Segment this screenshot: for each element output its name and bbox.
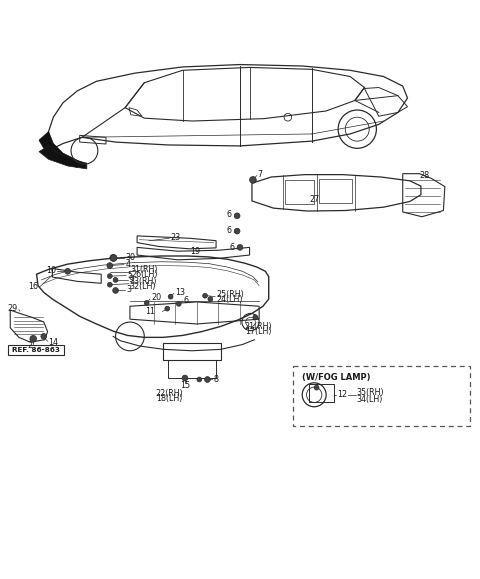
Text: 33(RH): 33(RH): [130, 277, 157, 286]
Text: 10: 10: [46, 266, 56, 276]
Circle shape: [107, 263, 113, 269]
Circle shape: [113, 277, 118, 283]
Text: 34(LH): 34(LH): [357, 395, 383, 404]
Circle shape: [110, 255, 117, 261]
Text: 23: 23: [170, 233, 180, 242]
Circle shape: [237, 244, 243, 250]
Circle shape: [204, 376, 210, 382]
Text: 28: 28: [420, 171, 430, 180]
Circle shape: [144, 301, 149, 305]
Text: REF. 86-863: REF. 86-863: [12, 347, 60, 353]
Text: 4: 4: [125, 259, 130, 269]
Circle shape: [234, 213, 240, 219]
Circle shape: [250, 177, 256, 183]
Text: 8: 8: [213, 375, 218, 383]
Text: 22(RH): 22(RH): [156, 389, 183, 398]
Text: 26(LH): 26(LH): [131, 270, 157, 278]
Text: 12: 12: [336, 390, 347, 399]
Circle shape: [108, 283, 112, 287]
Circle shape: [41, 334, 47, 339]
Text: 24(LH): 24(LH): [216, 295, 242, 303]
Text: 3: 3: [126, 285, 131, 294]
Text: 35(RH): 35(RH): [357, 388, 384, 397]
Text: 2: 2: [28, 340, 33, 350]
Text: 6: 6: [227, 226, 231, 234]
Text: 30: 30: [125, 253, 135, 262]
Text: 11: 11: [145, 307, 155, 316]
Text: 20: 20: [151, 293, 161, 302]
Text: 6: 6: [229, 243, 234, 252]
Text: 32(LH): 32(LH): [130, 281, 156, 291]
Circle shape: [314, 385, 319, 390]
Text: 6: 6: [183, 295, 189, 305]
Circle shape: [253, 315, 258, 320]
Text: 6: 6: [227, 210, 231, 219]
Circle shape: [208, 296, 213, 302]
Circle shape: [30, 335, 36, 342]
Circle shape: [168, 294, 173, 299]
Circle shape: [203, 294, 207, 298]
Polygon shape: [39, 131, 82, 167]
Polygon shape: [39, 146, 87, 169]
Text: 9: 9: [129, 275, 133, 284]
Circle shape: [176, 302, 181, 306]
Text: 16: 16: [28, 282, 38, 291]
Text: 25(RH): 25(RH): [216, 290, 244, 299]
Text: 29: 29: [7, 304, 17, 313]
Text: 31(RH): 31(RH): [131, 265, 158, 274]
Text: 7: 7: [258, 170, 263, 179]
Circle shape: [108, 274, 112, 278]
Text: 19: 19: [190, 247, 200, 256]
Text: 21(RH): 21(RH): [245, 323, 273, 331]
Circle shape: [165, 306, 169, 311]
Text: 18(LH): 18(LH): [156, 394, 182, 403]
Text: 13: 13: [175, 288, 185, 297]
Circle shape: [234, 228, 240, 234]
Text: 17(LH): 17(LH): [245, 327, 271, 336]
Text: 27: 27: [310, 195, 320, 204]
Circle shape: [110, 255, 117, 261]
Text: 15: 15: [180, 381, 190, 390]
Text: 14: 14: [48, 338, 59, 347]
Text: (W/FOG LAMP): (W/FOG LAMP): [302, 372, 371, 382]
Circle shape: [197, 377, 202, 382]
Circle shape: [65, 269, 71, 274]
Circle shape: [113, 288, 119, 294]
Circle shape: [182, 375, 188, 381]
Text: 5: 5: [127, 270, 132, 280]
